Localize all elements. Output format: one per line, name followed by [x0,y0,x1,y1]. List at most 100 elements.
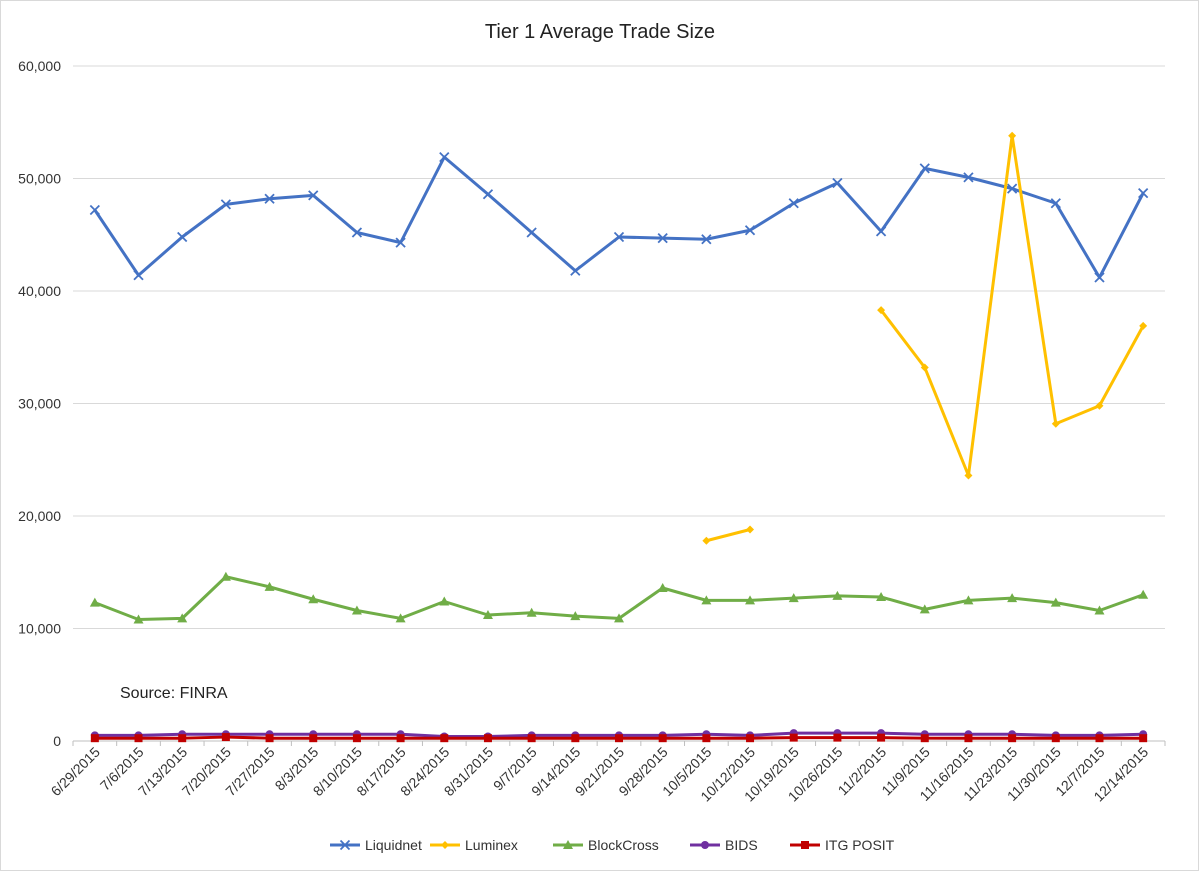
itg-posit-point [483,734,492,743]
luminex-point [702,536,711,545]
blockcross-point [1007,593,1018,603]
blockcross-point [133,614,144,624]
blockcross-line [94,575,1144,621]
itg-posit-point [571,734,580,743]
itg-posit-point [90,734,99,743]
blockcross-point [264,581,275,591]
liquidnet-point [1138,187,1149,199]
y-tick-label: 40,000 [18,283,61,299]
legend-swatch-marker [339,839,351,851]
luminex-point [1008,131,1017,140]
y-tick-label: 50,000 [18,171,61,187]
itg-posit-point [1008,734,1017,743]
itg-posit-point [352,734,361,743]
legend-swatch-marker [441,841,449,849]
luminex-point [1095,401,1104,410]
itg-posit-point [789,733,798,742]
luminex-point [920,363,929,372]
legend-swatch-marker [701,841,709,849]
itg-posit-point [265,734,274,743]
itg-posit-point [746,734,755,743]
liquidnet-point [133,270,144,281]
itg-posit-point [964,734,973,743]
itg-posit-point [527,734,536,743]
blockcross-point [351,605,362,615]
y-tick-label: 10,000 [18,621,61,637]
liquidnet-point [395,237,406,248]
liquidnet-line [93,155,1145,279]
itg-posit-point [309,734,318,743]
liquidnet-point [220,199,232,210]
legend-item-itg-posit: ITG POSIT [790,837,895,853]
liquidnet-point [351,227,363,238]
itg-posit-point [134,734,143,743]
itg-posit-point [221,733,230,742]
legend-item-luminex: Luminex [430,837,518,853]
luminex-point [746,525,755,534]
liquidnet-point [526,227,537,238]
blockcross-point [1138,589,1149,599]
blockcross-point [919,604,930,614]
legend-item-liquidnet: Liquidnet [330,837,422,853]
x-axis: 6/29/20157/6/20157/13/20157/20/20157/27/… [48,741,1166,805]
liquidnet-point [89,204,100,216]
blockcross-point [832,590,843,600]
luminex-point [964,471,973,480]
liquidnet-point [177,231,188,243]
liquidnet-point [701,234,712,245]
luminex-line [705,528,751,543]
blockcross-point [220,571,231,581]
blockcross-point [701,595,712,605]
itg-posit-point [920,734,929,743]
legend-label: BIDS [725,837,758,853]
blockcross-point [1094,605,1105,615]
liquidnet-point [657,232,668,244]
itg-posit-point [702,734,711,743]
legend-label: BlockCross [588,837,659,853]
legend-item-bids: BIDS [690,837,758,853]
liquidnet-point [482,189,494,200]
y-tick-label: 20,000 [18,508,61,524]
liquidnet-point [744,225,756,236]
liquidnet-point [264,193,275,204]
grid-layer [73,65,1165,742]
liquidnet-point [788,198,799,209]
series-layer [89,131,1149,743]
legend-item-blockcross: BlockCross [553,837,659,853]
blockcross-point [614,613,624,623]
liquidnet-point [832,177,843,189]
liquidnet-point [1094,272,1105,283]
liquidnet-point [1050,198,1061,209]
luminex-point [877,306,886,315]
blockcross-point [177,613,188,623]
liquidnet-point [308,190,319,201]
source-annotation: Source: FINRA [120,685,228,702]
blockcross-point [788,593,799,603]
legend: Liquidnet Luminex BlockCross BIDS ITG POSIT [330,837,895,853]
liquidnet-point [875,226,887,237]
liquidnet-point [570,265,581,276]
itg-posit-point [1139,734,1148,743]
chart-title: Tier 1 Average Trade Size [485,21,715,43]
liquidnet-point [963,172,974,183]
itg-posit-point [658,734,667,743]
itg-posit-point [396,734,405,743]
itg-posit-point [615,734,623,743]
series-liquidnet [89,151,1149,283]
liquidnet-point [919,163,930,174]
legend-label: Luminex [465,837,518,853]
blockcross-point [745,595,756,605]
blockcross-point [570,611,581,621]
liquidnet-point [613,231,625,243]
itg-posit-point [178,734,187,743]
liquidnet-point [439,151,450,163]
blockcross-point [308,594,319,604]
legend-label: Liquidnet [365,837,422,853]
series-itg-posit [90,733,1148,743]
blockcross-point [657,583,668,592]
legend-label: ITG POSIT [825,837,895,853]
blockcross-point [1050,597,1061,607]
legend-swatch-marker [801,841,809,849]
